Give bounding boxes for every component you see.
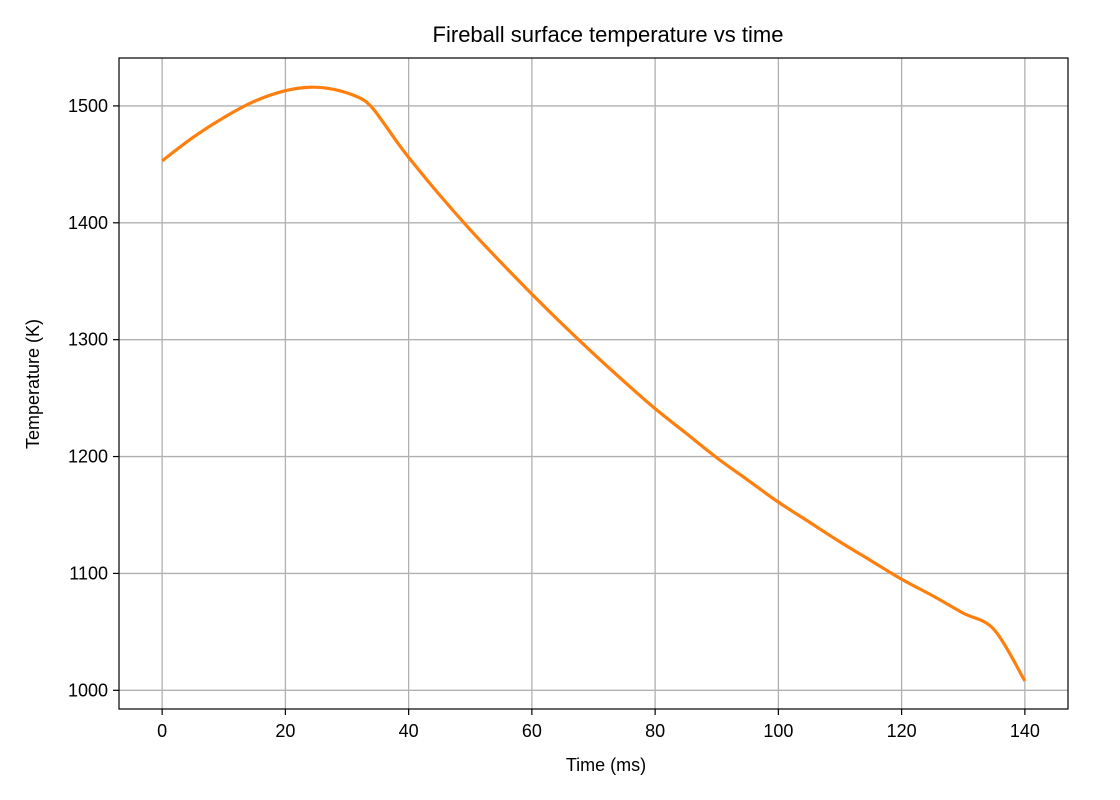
- y-tick-label: 1200: [68, 447, 108, 467]
- chart-title: Fireball surface temperature vs time: [433, 22, 784, 47]
- x-tick-label: 100: [763, 721, 793, 741]
- series-line: [161, 85, 1027, 682]
- y-tick-label: 1100: [69, 563, 108, 583]
- x-axis-ticks: 0 20 40 60 80 100 120 140: [157, 709, 1040, 741]
- x-tick-label: 40: [399, 721, 419, 741]
- x-tick-label: 120: [887, 721, 917, 741]
- y-axis-label: Temperature (K): [23, 319, 43, 449]
- x-tick-label: 80: [645, 721, 665, 741]
- y-tick-label: 1000: [68, 680, 108, 700]
- x-tick-label: 0: [157, 721, 167, 741]
- y-tick-label: 1400: [68, 213, 108, 233]
- x-tick-label: 20: [275, 721, 295, 741]
- x-axis-label: Time (ms): [566, 755, 646, 775]
- y-axis-ticks: 1000 1100 1200 1300 1400 1500: [68, 96, 119, 700]
- series-layer: [161, 85, 1027, 682]
- y-tick-label: 1300: [68, 330, 108, 350]
- grid: [119, 58, 1068, 709]
- x-tick-label: 60: [522, 721, 542, 741]
- plot-area-frame: [118, 57, 1069, 710]
- y-tick-label: 1500: [68, 96, 108, 116]
- x-tick-label: 140: [1010, 721, 1040, 741]
